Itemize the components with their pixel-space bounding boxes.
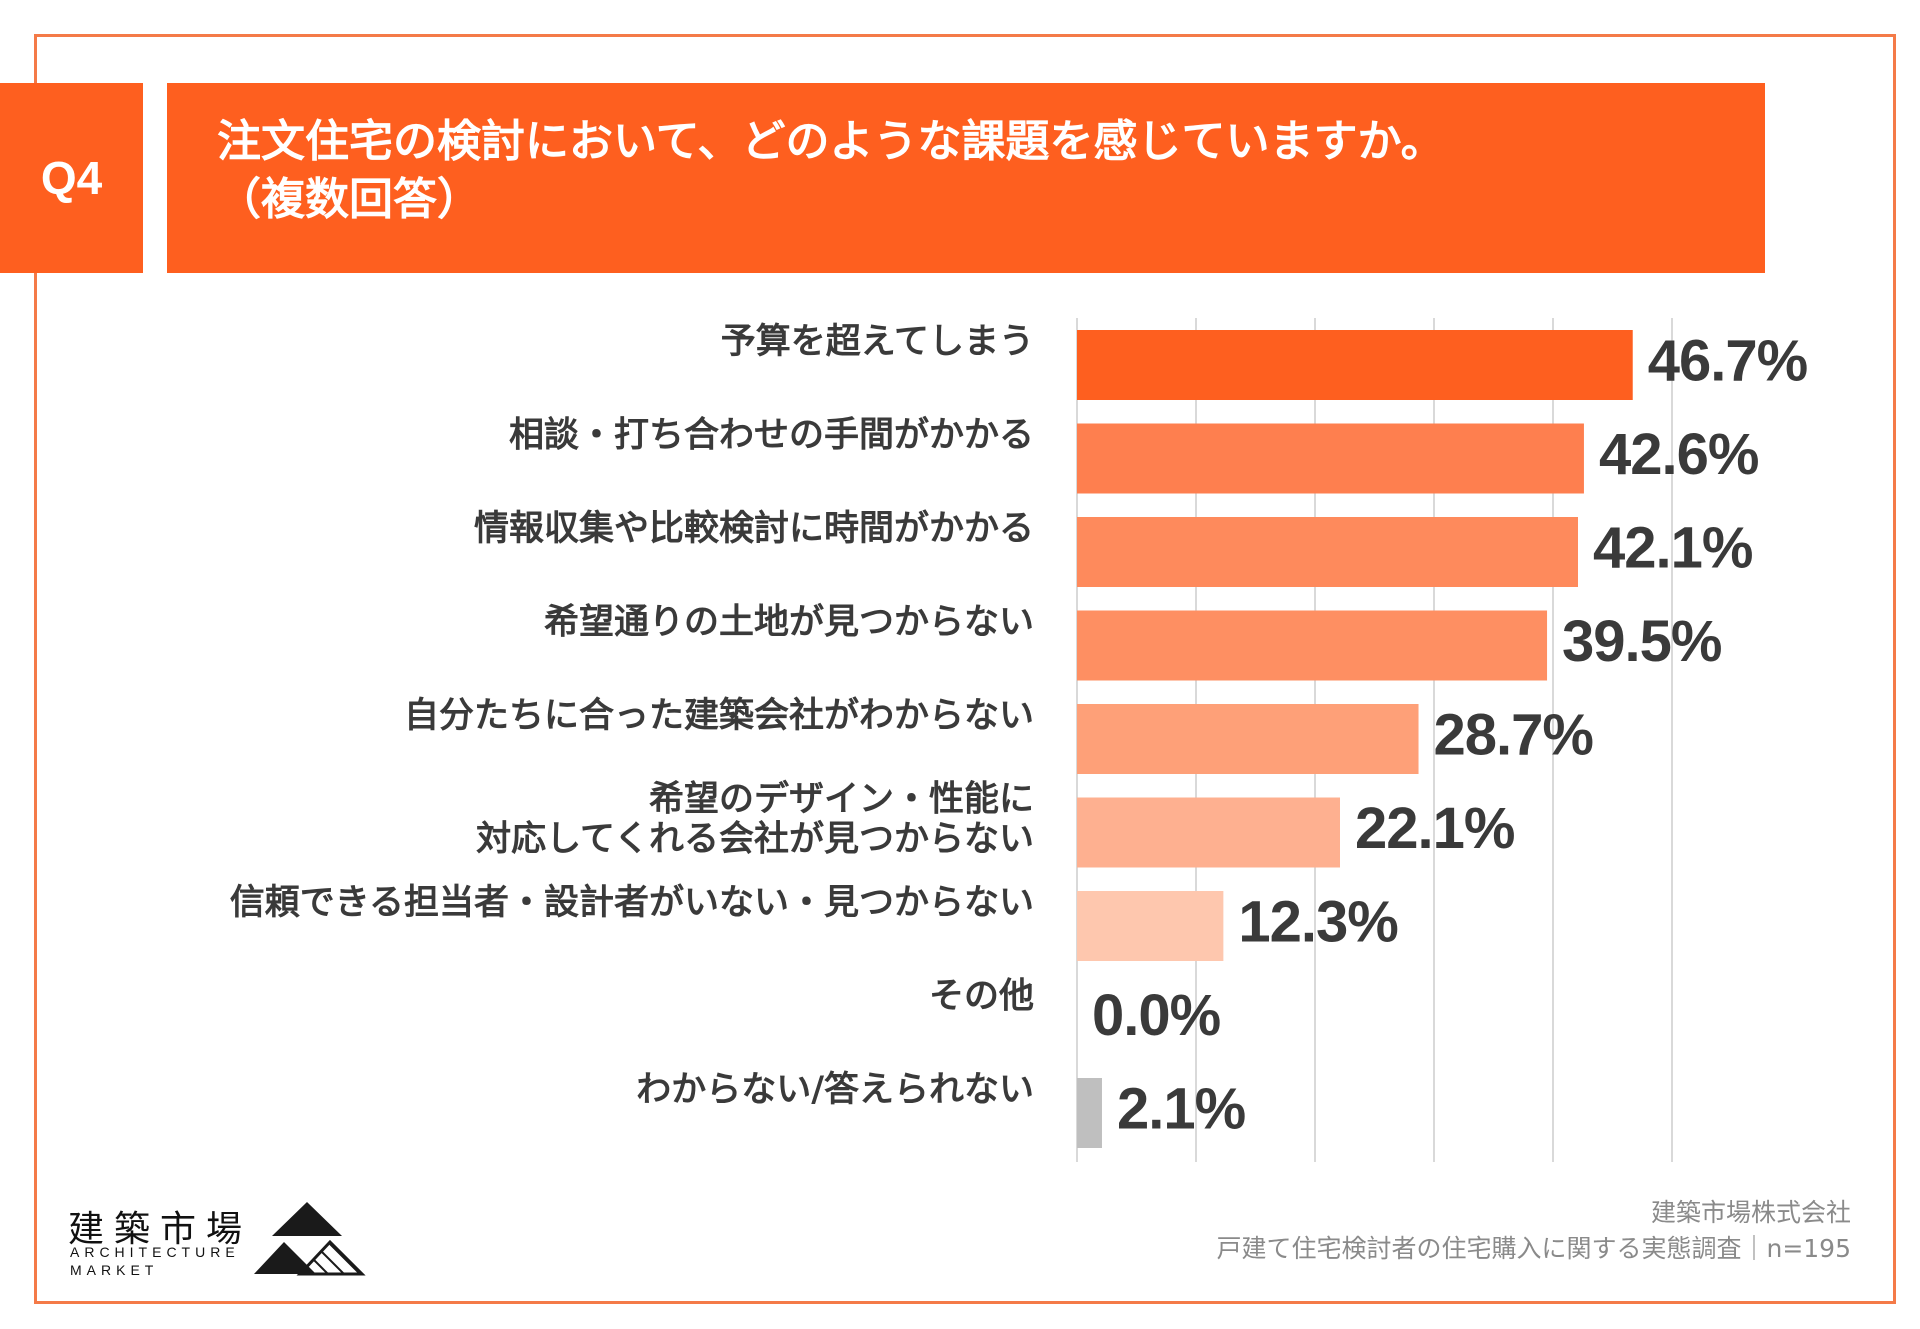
question-number: Q4 [40, 152, 103, 204]
value-label: 39.5% [1562, 609, 1722, 674]
bar [1077, 610, 1548, 681]
source-note: 建築市場株式会社 戸建て住宅検討者の住宅購入に関する実態調査｜n=195 [1216, 1195, 1851, 1267]
value-label: 0.0% [1092, 983, 1221, 1048]
value-label: 46.7% [1648, 328, 1808, 393]
question-title: 注文住宅の検討において、どのような課題を感じていますか。 [217, 116, 1445, 167]
category-label: 信頼できる担当者・設計者がいない・見つからない [230, 883, 1034, 923]
category-label: 予算を超えてしまう [721, 322, 1034, 362]
category-label: 希望のデザイン・性能に対応してくれる会社が見つからない [476, 779, 1034, 860]
bar [1077, 423, 1584, 494]
source-company: 建築市場株式会社 [1650, 1198, 1851, 1227]
bar [1077, 517, 1578, 587]
category-label: 自分たちに合った建築会社がわからない [404, 696, 1034, 736]
logo-text-en-line1: ARCHITECTURE [70, 1244, 240, 1260]
value-label: 28.7% [1434, 702, 1594, 767]
value-label: 12.3% [1238, 889, 1398, 954]
bar [1077, 891, 1224, 961]
logo-text-en-line2: MARKET [70, 1262, 159, 1278]
source-survey: 戸建て住宅検討者の住宅購入に関する実態調査｜n=195 [1216, 1234, 1851, 1263]
value-label: 22.1% [1355, 796, 1515, 861]
category-label: 相談・打ち合わせの手間がかかる [509, 416, 1034, 456]
bar [1077, 797, 1340, 868]
outer-frame [34, 34, 1896, 1304]
bar [1077, 704, 1419, 774]
question-subtitle: （複数回答） [217, 174, 481, 225]
category-label: 希望通りの土地が見つからない [544, 603, 1034, 643]
value-label: 42.6% [1599, 422, 1759, 487]
logo-text-jp: 建築市場 [68, 1209, 253, 1250]
question-banner: 注文住宅の検討において、どのような課題を感じていますか。 （複数回答） [167, 83, 1765, 273]
category-label: 情報収集や比較検討に時間がかかる [474, 509, 1034, 549]
logo-triangle-icon [254, 1202, 366, 1276]
bar [1077, 1078, 1102, 1148]
value-label: 2.1% [1117, 1076, 1246, 1141]
category-label: その他 [929, 977, 1034, 1017]
category-label: わからない/答えられない [636, 1070, 1034, 1110]
value-label: 42.1% [1593, 515, 1753, 580]
question-number-badge: Q4 [0, 83, 143, 273]
bar [1077, 330, 1633, 400]
